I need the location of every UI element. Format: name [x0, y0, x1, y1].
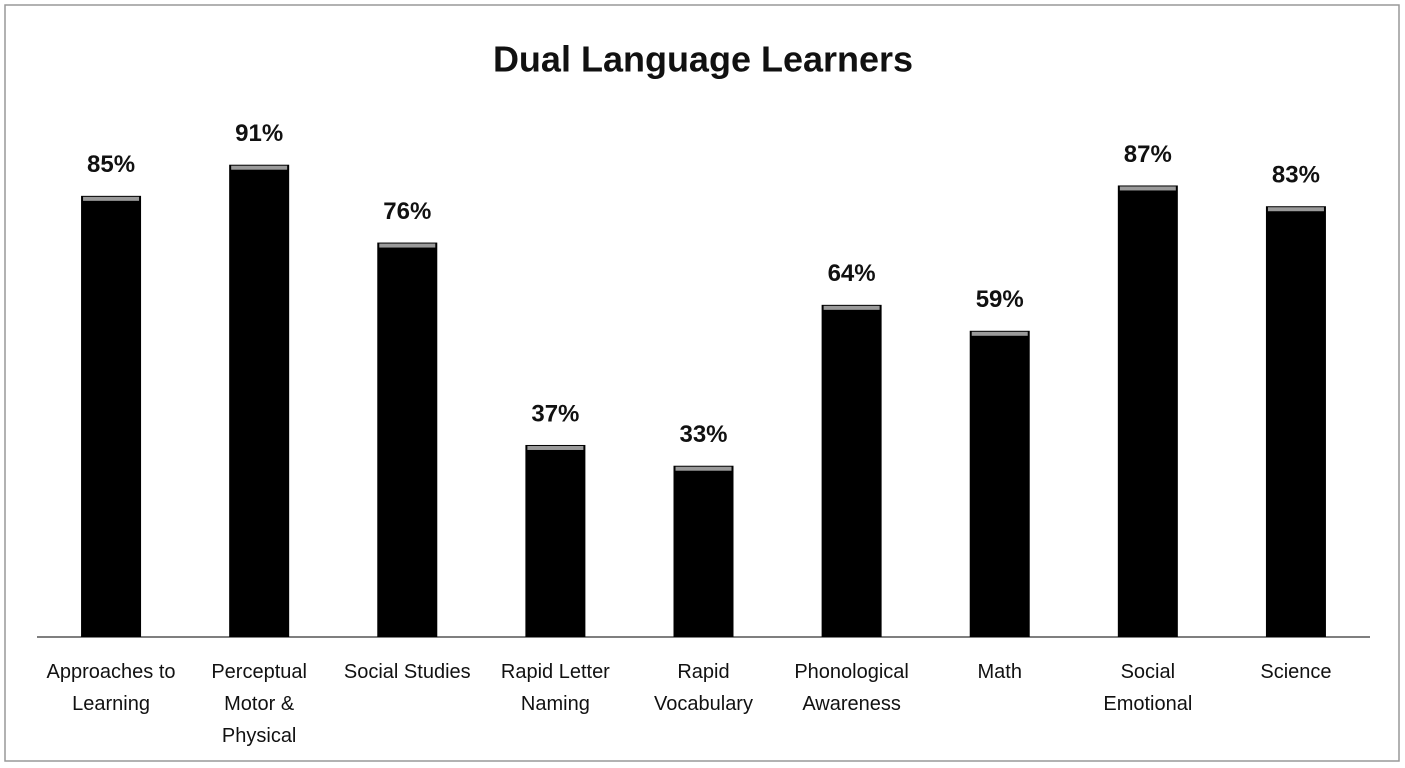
x-tick-label: Rapid Letter Naming	[500, 661, 610, 715]
bar-highlight	[1267, 207, 1324, 212]
bar-highlight	[527, 445, 584, 450]
bar	[229, 164, 290, 637]
bar	[81, 195, 142, 637]
bar	[525, 444, 586, 637]
bar-highlight	[823, 305, 880, 310]
bar	[969, 330, 1030, 637]
x-tick-label: Perceptual Motor & Physical	[211, 661, 307, 747]
bar	[821, 304, 882, 637]
chart-frame	[4, 4, 1400, 762]
x-tick-label: Math	[977, 661, 1022, 683]
value-label: 91%	[235, 120, 283, 147]
value-label: 33%	[679, 421, 727, 448]
bar-highlight	[83, 196, 140, 201]
bar-highlight	[1119, 186, 1176, 191]
chart-title: Dual Language Learners	[493, 39, 913, 80]
x-tick-label: Science	[1260, 661, 1332, 683]
value-label: 76%	[383, 198, 431, 225]
bar-highlight	[675, 466, 732, 471]
value-label: 83%	[1272, 162, 1320, 189]
x-tick-label: Approaches to Learning	[46, 661, 176, 715]
x-tick-label: Social Emotional	[1103, 661, 1193, 715]
bar	[1117, 185, 1178, 637]
bar	[1265, 206, 1326, 638]
bar-highlight	[231, 165, 288, 170]
x-tick-label: Rapid Vocabulary	[654, 661, 753, 715]
value-label: 85%	[87, 151, 135, 178]
bar	[377, 242, 438, 637]
value-label: 64%	[828, 260, 876, 287]
bar-highlight	[971, 331, 1028, 336]
x-tick-label: Phonological Awareness	[794, 661, 909, 715]
bar	[673, 465, 734, 637]
x-tick-label: Social Studies	[343, 661, 471, 683]
value-label: 37%	[531, 400, 579, 427]
value-label: 59%	[976, 286, 1024, 313]
value-label: 87%	[1124, 141, 1172, 168]
bar-highlight	[379, 243, 436, 248]
